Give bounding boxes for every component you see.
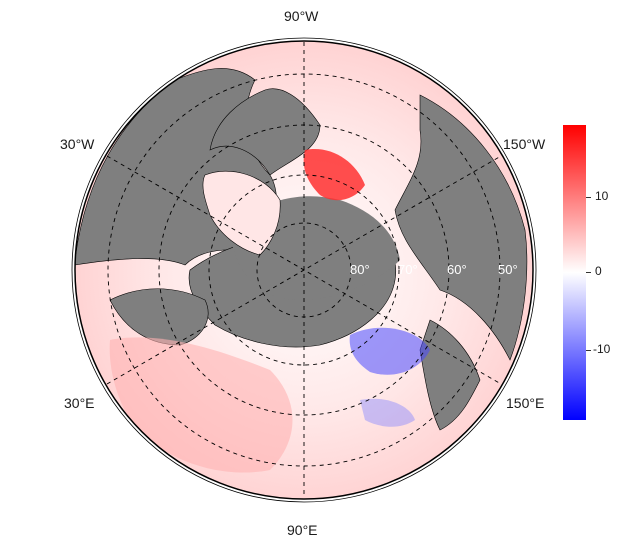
- warm-anomaly-patch: [303, 149, 365, 201]
- land-greenland-canada: [209, 88, 321, 176]
- lat-label-70: 70°: [398, 262, 418, 277]
- graticule: [106, 42, 502, 498]
- land-scandinavia: [109, 288, 209, 346]
- colorbar-tick-10: 10: [595, 189, 609, 203]
- land-alaska-siberia: [394, 94, 528, 361]
- colorbar-tick-neg10: -10: [593, 342, 611, 356]
- cold-anomaly-patch-2: [360, 398, 415, 427]
- lat-label-60: 60°: [447, 262, 467, 277]
- cold-anomaly-patch: [349, 327, 430, 375]
- map-border: [74, 40, 534, 500]
- lon-label-upper-right: 150°W: [503, 136, 546, 152]
- greenland: [202, 170, 281, 256]
- lon-label-lower-left: 30°E: [64, 395, 95, 411]
- colorbar: [563, 125, 586, 420]
- lat-label-50: 50°: [498, 262, 518, 277]
- warm-anomaly-lower-left: [109, 337, 293, 473]
- lat-label-80: 80°: [350, 262, 370, 277]
- lon-label-lower-right: 150°E: [506, 395, 545, 411]
- land-east-asia: [419, 319, 481, 431]
- lon-label-upper-left: 30°W: [60, 136, 95, 152]
- lon-label-top: 90°W: [284, 8, 319, 24]
- lon-label-bottom: 90°E: [287, 522, 318, 538]
- colorbar-tick-0: 0: [595, 264, 602, 278]
